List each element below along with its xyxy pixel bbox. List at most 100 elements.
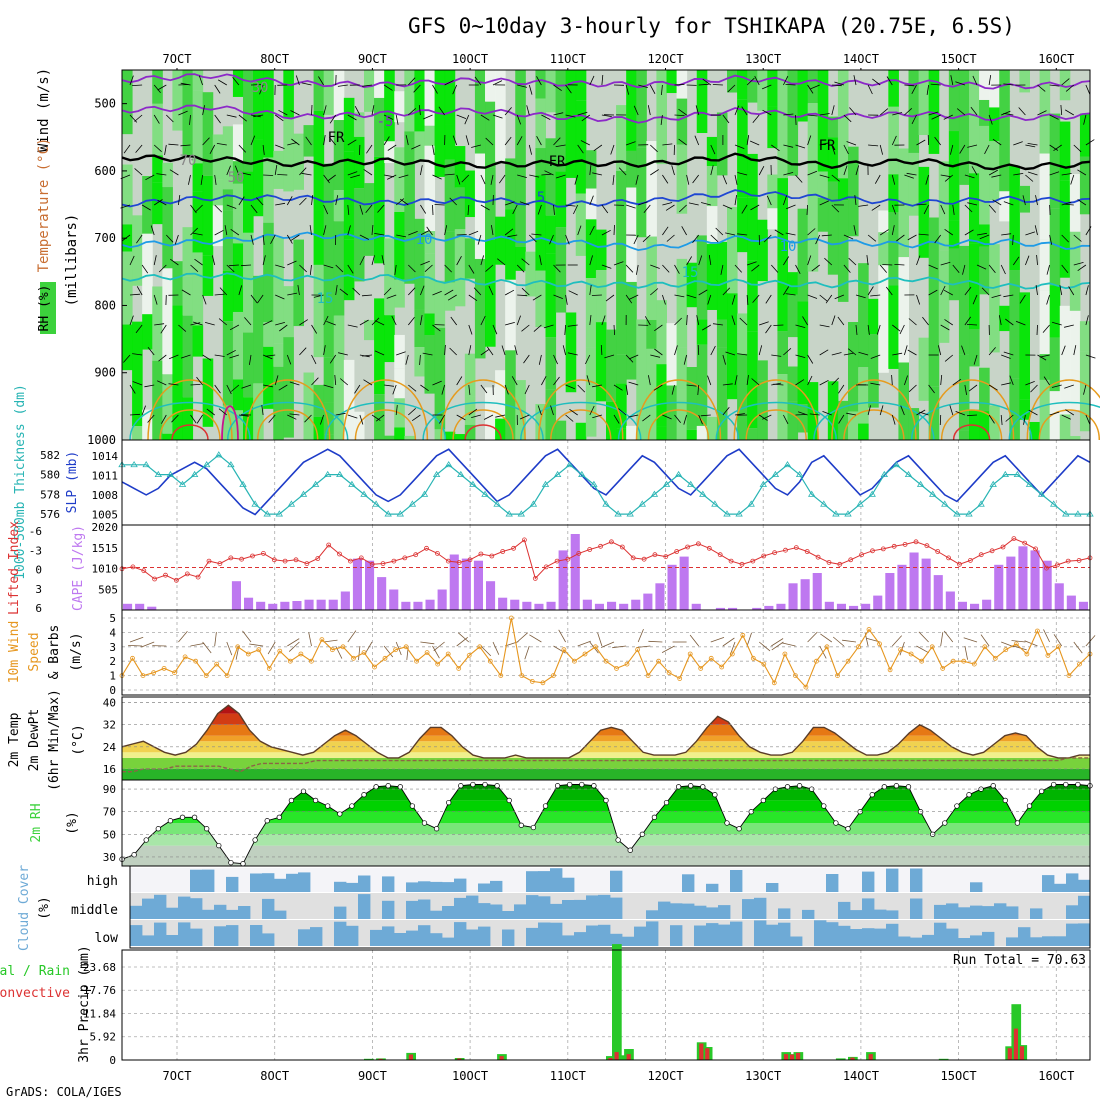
wind-barb xyxy=(289,381,300,386)
wind-barb xyxy=(1068,286,1075,296)
lifted-index-point xyxy=(935,549,941,554)
wind-barb xyxy=(1025,144,1036,148)
rh-tick-label: 30 xyxy=(103,851,116,864)
rh-point xyxy=(325,803,331,809)
rh-cell xyxy=(878,210,889,233)
wind-barb xyxy=(662,414,672,420)
cloud-cell xyxy=(466,929,479,946)
cloud-cell xyxy=(1066,905,1079,919)
wind10-barb xyxy=(141,641,155,648)
wind-barb xyxy=(759,321,769,326)
lifted-index-point xyxy=(696,541,701,547)
temp-tick-label: 40 xyxy=(103,697,116,710)
wind-barb xyxy=(553,112,564,116)
wind-barb xyxy=(449,347,457,356)
rh-cell xyxy=(212,179,224,206)
cloud-cell xyxy=(550,922,563,946)
cloud-cell xyxy=(946,903,959,919)
cape-bar xyxy=(776,603,786,610)
rh-cell xyxy=(313,384,325,417)
lifted-index-point xyxy=(728,558,734,564)
wind-barb xyxy=(441,384,445,395)
cape-bar xyxy=(764,605,774,610)
rh-cell xyxy=(394,212,405,280)
rh-point xyxy=(191,814,198,820)
thickness-point xyxy=(263,510,271,517)
cape-tick-label: 1515 xyxy=(92,542,119,555)
wind-barb xyxy=(819,349,829,356)
wind-barb xyxy=(504,384,509,395)
rh-cell xyxy=(827,137,839,182)
wind-speed-point xyxy=(687,651,693,657)
wind-barb xyxy=(662,264,670,273)
wind-barb xyxy=(831,174,840,182)
wind-barb xyxy=(638,84,648,88)
wind10-barb xyxy=(178,631,188,643)
wind-barb xyxy=(141,405,146,416)
rh-cell xyxy=(192,191,204,253)
rh-cell xyxy=(404,131,415,232)
wind-barb xyxy=(275,202,286,206)
rh-cell xyxy=(333,120,345,191)
wind-barb xyxy=(241,172,252,176)
wind-barb xyxy=(132,84,143,86)
rh-cell xyxy=(172,70,183,131)
rh-cell xyxy=(1049,285,1061,338)
rh-point xyxy=(240,861,246,867)
rh-cell xyxy=(152,155,163,183)
wind-speed-point xyxy=(898,647,903,653)
rh-cell xyxy=(565,70,577,178)
ylabel-pressure: (millibars) xyxy=(64,214,80,307)
rh-band xyxy=(122,834,1090,846)
cloud-cell xyxy=(286,873,299,892)
wind-barb xyxy=(940,285,946,296)
wind-barb xyxy=(838,414,845,424)
rh-cell xyxy=(485,70,496,102)
rh-cell xyxy=(283,70,294,118)
wind-barb xyxy=(374,320,385,326)
cloud-cell xyxy=(766,924,779,946)
wind-barb xyxy=(347,414,358,419)
rh-cell xyxy=(394,91,405,123)
wind-barb xyxy=(708,255,712,266)
wind-tick-label: 0 xyxy=(109,684,116,697)
wind-barb xyxy=(1042,324,1050,333)
lifted-index-point xyxy=(271,557,277,563)
wind-speed-point xyxy=(603,658,609,664)
cloud-cell xyxy=(970,882,983,892)
wind-barb xyxy=(480,315,486,326)
cape-bar xyxy=(897,564,907,610)
cape-bar xyxy=(522,601,532,610)
wind-barb xyxy=(537,405,542,416)
rh-cell xyxy=(232,70,244,97)
wind-barb xyxy=(734,195,737,206)
warm-contour xyxy=(813,401,935,441)
lifted-index-point xyxy=(402,555,408,561)
temp-band xyxy=(122,757,1090,769)
wind-barb xyxy=(710,345,716,356)
rh-cell xyxy=(142,233,153,315)
wind-barb xyxy=(707,294,712,305)
wind-barb xyxy=(157,84,167,91)
wind-barb xyxy=(405,135,409,146)
wind-barb xyxy=(339,378,349,386)
wind-barb xyxy=(313,294,324,298)
wind-barb xyxy=(157,380,167,386)
wind-barb xyxy=(674,294,685,298)
rh-cell xyxy=(888,174,899,213)
rh-cell xyxy=(323,163,335,267)
thickness-point xyxy=(372,500,380,507)
cloud-cell xyxy=(190,869,203,892)
wind-barb xyxy=(395,198,405,206)
wind-barb xyxy=(218,408,228,416)
rh-cell xyxy=(394,334,405,369)
cloud-cell xyxy=(730,870,743,892)
precip-conv-bar xyxy=(783,1054,789,1060)
wind-barb xyxy=(868,144,879,147)
wind-barb xyxy=(1064,109,1075,116)
wind-barb xyxy=(831,352,842,356)
wind-barb xyxy=(359,234,369,240)
wind-barb xyxy=(662,202,673,206)
run-total-annotation: Run Total = 70.63 xyxy=(953,953,1086,968)
wind-barb xyxy=(843,352,854,356)
